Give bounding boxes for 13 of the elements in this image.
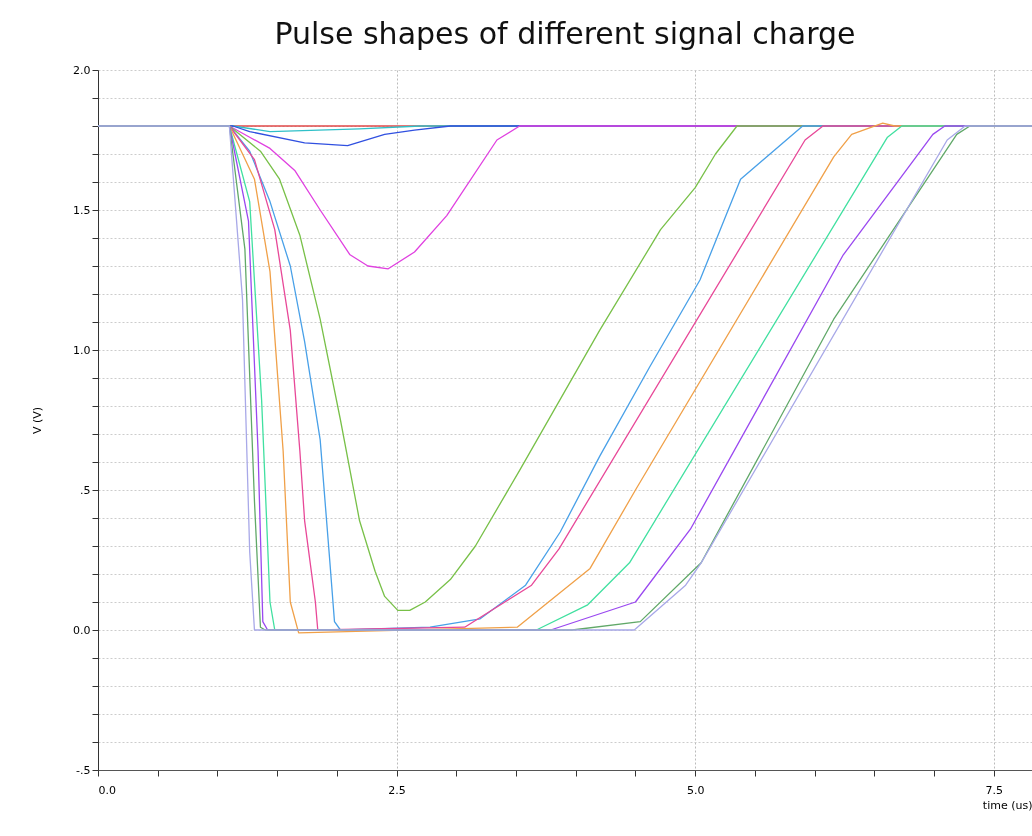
x-axis-title: time (us) [982,798,1032,812]
y-tick-label: .5 [80,483,91,497]
x-tick-label: 7.5 [985,783,1004,797]
x-tick-label: 2.5 [388,783,406,797]
y-tick-label: 0.0 [73,623,91,637]
y-tick-label: 2.0 [73,63,91,77]
y-tick-label: 1.0 [73,343,91,357]
x-tick-label: 5.0 [686,783,705,797]
chart-title: Pulse shapes of different signal charge [274,16,856,51]
y-tick-label: -.5 [76,763,91,777]
x-tick-label: 0.0 [98,783,116,797]
y-axis-title: V (V) [31,406,45,435]
y-tick-label: 1.5 [73,203,91,217]
